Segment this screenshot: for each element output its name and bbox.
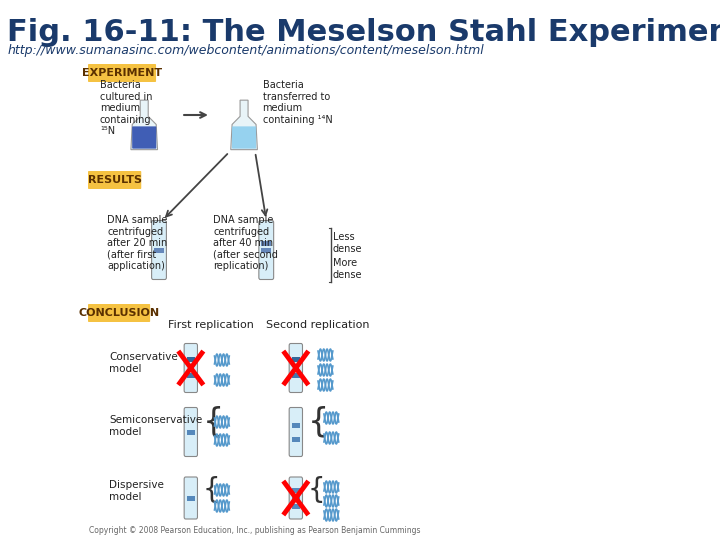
Text: Less
dense: Less dense: [333, 232, 362, 254]
FancyBboxPatch shape: [184, 343, 197, 393]
Text: {: {: [307, 476, 325, 504]
Text: DNA sample
centrifuged
after 40 min
(after second
replication): DNA sample centrifuged after 40 min (aft…: [213, 215, 278, 272]
Text: Copyright © 2008 Pearson Education, Inc., publishing as Pearson Benjamin Cumming: Copyright © 2008 Pearson Education, Inc.…: [89, 526, 420, 535]
FancyBboxPatch shape: [259, 220, 274, 280]
FancyBboxPatch shape: [289, 343, 302, 393]
Bar: [186, 357, 195, 362]
Text: http://www.sumanasinc.com/webcontent/animations/content/meselson.html: http://www.sumanasinc.com/webcontent/ani…: [7, 44, 484, 57]
Text: CONCLUSION: CONCLUSION: [78, 308, 160, 318]
FancyBboxPatch shape: [184, 408, 197, 456]
Bar: [261, 248, 271, 253]
Bar: [261, 241, 271, 246]
Bar: [292, 357, 300, 362]
Text: DNA sample
centrifuged
after 20 min
(after first
application): DNA sample centrifuged after 20 min (aft…: [107, 215, 168, 272]
Polygon shape: [131, 100, 158, 150]
FancyBboxPatch shape: [184, 477, 197, 519]
Text: Conservative
model: Conservative model: [109, 352, 179, 374]
Text: Dispersive
model: Dispersive model: [109, 480, 164, 502]
Text: {: {: [202, 406, 224, 438]
Text: {: {: [202, 476, 220, 504]
FancyBboxPatch shape: [88, 171, 141, 189]
Text: More
dense: More dense: [333, 258, 362, 280]
FancyBboxPatch shape: [289, 477, 302, 519]
Polygon shape: [230, 100, 257, 150]
Bar: [292, 504, 300, 509]
Text: RESULTS: RESULTS: [88, 175, 142, 185]
FancyBboxPatch shape: [152, 220, 166, 280]
FancyBboxPatch shape: [289, 408, 302, 456]
FancyBboxPatch shape: [88, 64, 156, 82]
Bar: [186, 430, 195, 435]
Text: Second replication: Second replication: [266, 320, 370, 330]
FancyBboxPatch shape: [232, 126, 256, 149]
Text: {: {: [307, 406, 329, 438]
Bar: [186, 373, 195, 378]
Text: Fig. 16-11: The Meselson Stahl Experiment: Fig. 16-11: The Meselson Stahl Experimen…: [7, 18, 720, 47]
Text: Semiconservative
model: Semiconservative model: [109, 415, 203, 437]
Bar: [292, 496, 300, 501]
Bar: [292, 423, 300, 428]
Text: EXPERIMENT: EXPERIMENT: [82, 68, 162, 78]
Text: Bacteria
transferred to
medium
containing ¹⁴N: Bacteria transferred to medium containin…: [263, 80, 333, 125]
Text: Bacteria
cultured in
medium
containing
¹⁵N: Bacteria cultured in medium containing ¹…: [100, 80, 153, 137]
FancyBboxPatch shape: [132, 126, 156, 149]
Bar: [292, 373, 300, 378]
Bar: [292, 437, 300, 442]
Bar: [186, 496, 195, 501]
Text: First replication: First replication: [168, 320, 253, 330]
FancyBboxPatch shape: [88, 304, 150, 322]
Bar: [154, 248, 164, 253]
Bar: [292, 488, 300, 494]
